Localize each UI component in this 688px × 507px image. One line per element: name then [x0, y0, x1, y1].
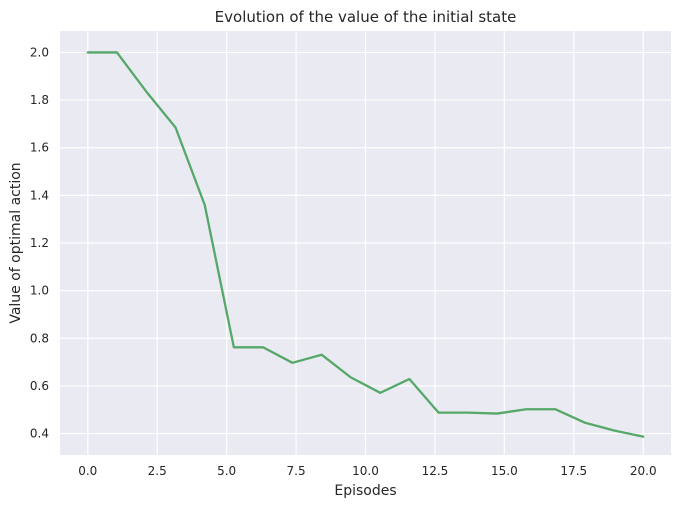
x-tick-label: 7.5	[287, 464, 306, 478]
y-tick-label: 1.0	[30, 284, 49, 298]
x-tick-label: 0.0	[78, 464, 97, 478]
x-tick-label: 10.0	[352, 464, 379, 478]
y-tick-label: 0.8	[30, 331, 49, 345]
series-layer	[86, 51, 645, 438]
y-tick-label: 1.4	[30, 188, 49, 202]
x-tick-label: 5.0	[217, 464, 236, 478]
ticks-layer: 0.0 2.5 5.0 7.5 10.0 12.5 15.0 17.5 20.0 0.4 0.6 0.…	[30, 45, 657, 478]
y-tick-label: 0.4	[30, 427, 49, 441]
y-tick-label: 2.0	[30, 45, 49, 59]
x-tick-label: 15.0	[491, 464, 518, 478]
y-tick-label: 1.2	[30, 236, 49, 250]
x-tick-label: 17.5	[560, 464, 587, 478]
x-tick-label: 20.0	[630, 464, 657, 478]
x-tick-label: 12.5	[422, 464, 449, 478]
x-axis-label: Episodes	[334, 483, 396, 499]
y-tick-label: 1.6	[30, 141, 49, 155]
y-tick-label: 0.6	[30, 379, 49, 393]
y-axis-label: Value of optimal action	[8, 162, 24, 323]
chart-title: Evolution of the value of the initial st…	[215, 8, 517, 26]
series-line	[86, 51, 645, 438]
x-tick-label: 2.5	[148, 464, 167, 478]
y-tick-label: 1.8	[30, 93, 49, 107]
